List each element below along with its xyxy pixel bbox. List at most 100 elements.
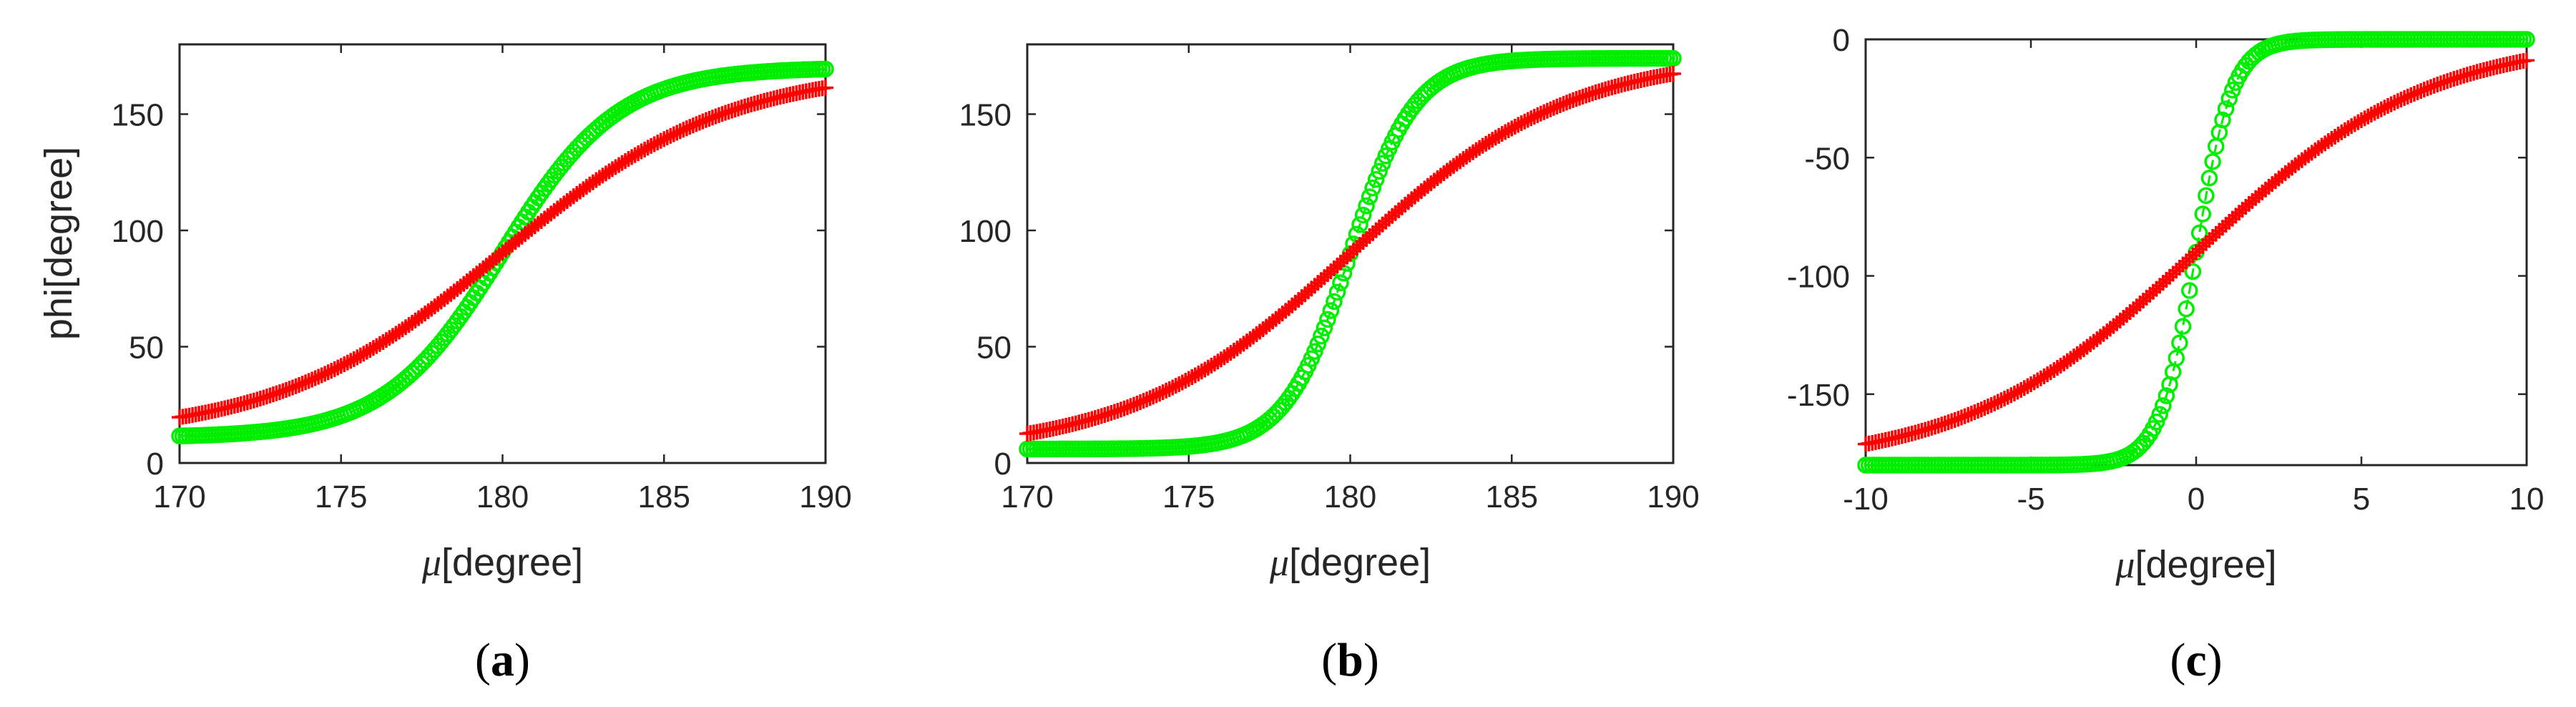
panel-caption: (a) <box>475 634 530 686</box>
data-point-red-plus <box>2419 80 2436 97</box>
data-point-green-circle <box>2217 100 2235 117</box>
data-point-red-plus <box>2009 384 2026 400</box>
data-point-green-circle <box>2224 82 2241 99</box>
data-point-red-plus <box>2026 374 2042 391</box>
x-axis-label: μ[degree] <box>2115 543 2276 586</box>
data-point-green-circle <box>1322 302 1340 319</box>
data-point-red-plus <box>2346 116 2363 132</box>
data-point-green-circle <box>1361 188 1378 205</box>
caption-paren-open: ( <box>2170 634 2185 686</box>
data-point-green-circle <box>1364 179 1381 197</box>
y-tick-label: -100 <box>1787 260 1850 295</box>
data-point-green-circle <box>2518 31 2535 48</box>
data-point-green-circle <box>1316 319 1333 336</box>
data-point-red-plus <box>1953 409 1969 426</box>
data-point-red-plus <box>2393 92 2409 108</box>
y-tick-label: 0 <box>1833 23 1850 58</box>
data-point-green-circle <box>2184 263 2202 281</box>
caption-paren-open: ( <box>1321 634 1337 686</box>
data-point-red-plus <box>2396 90 2413 107</box>
data-point-green-circle <box>1326 293 1343 311</box>
data-point-red-plus <box>1993 392 2009 409</box>
x-tick-label: 5 <box>2353 482 2370 517</box>
data-point-green-circle <box>2200 170 2218 187</box>
data-point-green-circle <box>2148 413 2165 431</box>
data-point-green-circle <box>1309 335 1327 353</box>
caption-paren-open: ( <box>475 634 491 686</box>
data-point-red-plus <box>1987 395 2003 411</box>
data-point-red-plus <box>2413 83 2429 99</box>
data-point-red-plus <box>2406 85 2422 102</box>
data-point-green-circle <box>1373 155 1391 172</box>
x-axis-label-mu-symbol: μ <box>421 541 441 584</box>
data-point-red-plus <box>1665 66 1681 82</box>
x-axis-label-mu-symbol: μ <box>1269 541 1289 584</box>
data-point-red-plus <box>2006 385 2022 401</box>
data-point-red-plus <box>2360 108 2376 125</box>
shared-y-axis-label: phi[degree] <box>37 147 80 340</box>
data-point-red-plus <box>2366 104 2383 121</box>
data-point-red-plus <box>1967 404 1983 420</box>
data-point-green-circle <box>1351 216 1368 233</box>
y-tick-label: 100 <box>112 214 164 249</box>
x-tick-label: 190 <box>799 479 851 515</box>
data-point-green-circle <box>1313 327 1330 345</box>
data-point-red-plus <box>1989 394 2006 410</box>
data-point-red-plus <box>1997 390 2013 406</box>
data-point-green-circle <box>2190 224 2208 242</box>
y-tick-label: 150 <box>112 98 164 133</box>
y-tick-label: 0 <box>147 447 164 482</box>
y-tick-label: -50 <box>1804 141 1850 176</box>
x-tick-label: -5 <box>2017 482 2044 517</box>
x-tick-label: 185 <box>1486 479 1538 515</box>
data-point-red-plus <box>1957 408 1973 424</box>
caption-paren-close: ) <box>1363 634 1379 686</box>
x-tick-label: 170 <box>1001 479 1053 515</box>
data-point-red-plus <box>1970 403 1987 419</box>
data-point-red-plus <box>2519 52 2535 69</box>
data-point-red-plus <box>1999 389 2016 405</box>
data-point-green-circle <box>1354 206 1372 224</box>
data-point-green-circle <box>2181 282 2198 299</box>
data-point-green-circle <box>2158 387 2175 404</box>
x-axis-label-unit: [degree] <box>1289 541 1431 584</box>
data-point-red-plus <box>2016 380 2032 396</box>
y-tick-label: 150 <box>959 98 1012 133</box>
data-point-red-plus <box>2376 99 2393 116</box>
data-point-green-circle <box>2214 111 2231 129</box>
data-point-green-circle <box>2168 349 2185 367</box>
y-tick-label: -150 <box>1787 378 1850 413</box>
x-tick-label: 190 <box>1647 479 1699 515</box>
y-tick-label: 0 <box>994 447 1012 482</box>
panel-a: 170 175 180 185 190 0 50 100 150 μ[degree] (a) <box>112 43 852 686</box>
x-tick-label: 0 <box>2188 482 2205 517</box>
x-tick-label: 10 <box>2509 482 2545 517</box>
data-point-green-circle <box>2151 406 2168 423</box>
x-axis-label: μ[degree] <box>421 541 583 584</box>
data-point-green-circle <box>2220 90 2238 107</box>
data-point-red-plus <box>2386 94 2403 111</box>
data-point-red-plus <box>2370 103 2386 120</box>
data-point-green-circle <box>1319 311 1336 328</box>
data-point-green-circle <box>1367 171 1385 188</box>
data-point-green-circle <box>2198 187 2215 205</box>
data-point-red-plus <box>1960 406 1977 423</box>
x-axis-label-unit: [degree] <box>2135 543 2276 586</box>
data-point-red-plus <box>2350 114 2366 130</box>
data-point-red-plus <box>2344 118 2360 135</box>
data-point-red-plus <box>2356 110 2373 127</box>
data-point-red-plus <box>1977 400 1993 416</box>
caption-paren-close: ) <box>2207 634 2223 686</box>
data-point-green-circle <box>1332 274 1349 291</box>
y-tick-label: 50 <box>129 331 164 366</box>
data-point-red-plus <box>1973 401 1989 418</box>
data-point-green-circle <box>2174 318 2192 335</box>
data-point-red-plus <box>2409 84 2426 101</box>
data-point-red-plus <box>2013 381 2029 398</box>
data-point-green-circle <box>2171 334 2188 351</box>
panel-caption: (b) <box>1321 634 1379 686</box>
x-axis-label: μ[degree] <box>1269 541 1431 584</box>
data-point-red-plus <box>2363 107 2379 123</box>
